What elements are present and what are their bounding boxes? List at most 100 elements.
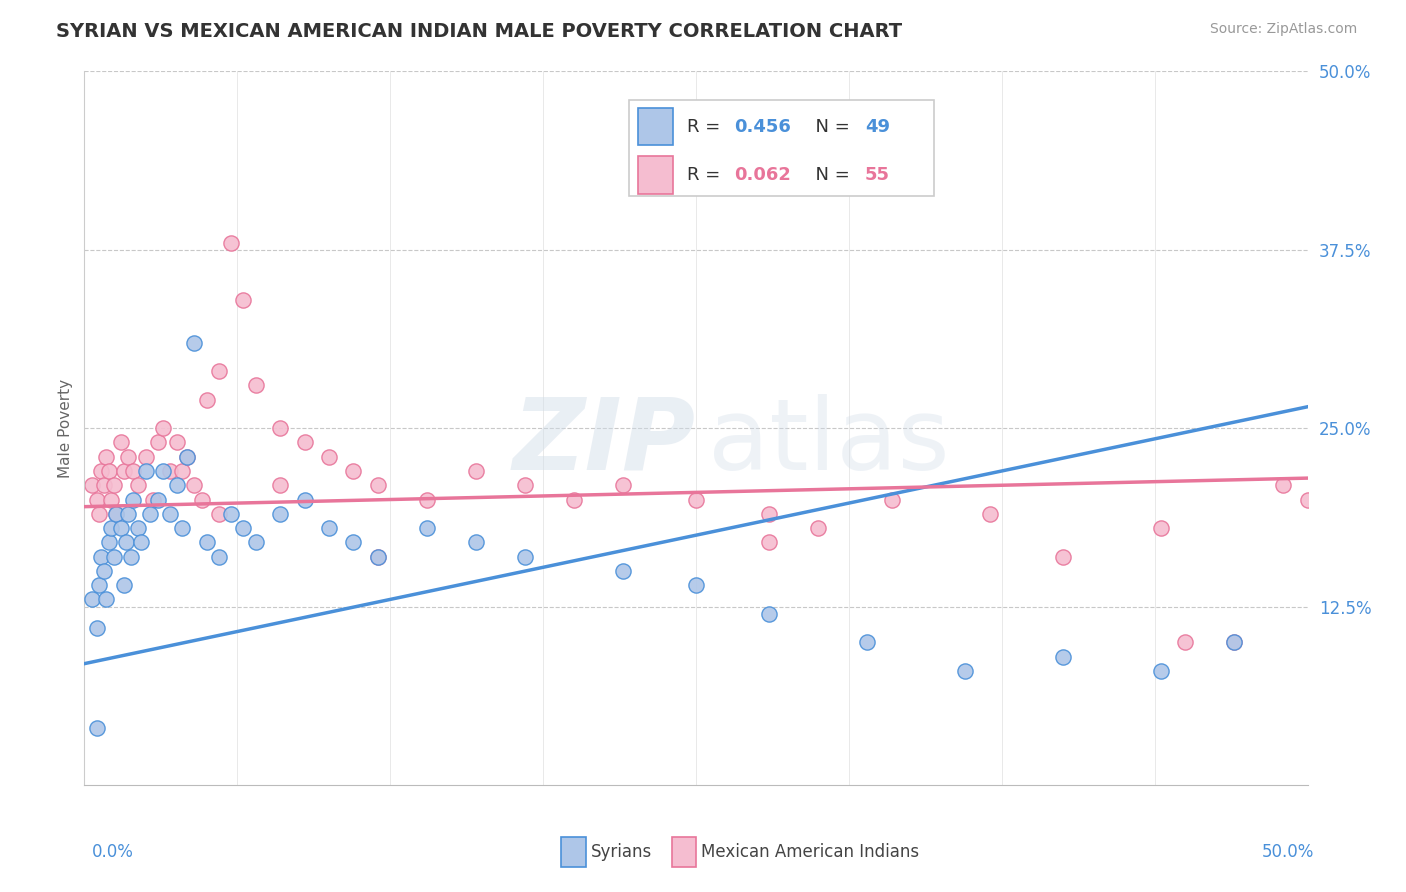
FancyBboxPatch shape xyxy=(628,100,935,196)
Text: N =: N = xyxy=(804,118,855,136)
Point xyxy=(142,492,165,507)
Point xyxy=(953,664,976,678)
Point xyxy=(86,721,108,735)
Point xyxy=(208,364,231,378)
Point xyxy=(166,435,188,450)
Point xyxy=(219,235,242,250)
Point xyxy=(245,535,267,549)
Text: R =: R = xyxy=(688,166,727,184)
Point xyxy=(105,507,128,521)
Text: 0.0%: 0.0% xyxy=(91,843,134,861)
Point xyxy=(807,521,830,535)
Point xyxy=(195,535,218,549)
Point xyxy=(159,507,181,521)
Point xyxy=(80,592,103,607)
Point xyxy=(139,507,162,521)
Point xyxy=(159,464,181,478)
Point xyxy=(513,549,536,564)
Point xyxy=(96,592,118,607)
Point xyxy=(269,507,291,521)
Point xyxy=(152,421,174,435)
Point xyxy=(146,492,169,507)
Point xyxy=(318,450,340,464)
Point xyxy=(245,378,267,392)
Point xyxy=(856,635,879,649)
Point xyxy=(172,521,194,535)
Text: 0.062: 0.062 xyxy=(734,166,790,184)
Point xyxy=(176,450,198,464)
Point xyxy=(1150,664,1173,678)
Point xyxy=(105,507,128,521)
Point xyxy=(562,492,585,507)
Point xyxy=(183,335,205,350)
Text: SYRIAN VS MEXICAN AMERICAN INDIAN MALE POVERTY CORRELATION CHART: SYRIAN VS MEXICAN AMERICAN INDIAN MALE P… xyxy=(56,22,903,41)
Point xyxy=(685,492,707,507)
Text: 55: 55 xyxy=(865,166,890,184)
Text: 49: 49 xyxy=(865,118,890,136)
Point xyxy=(1150,521,1173,535)
Point xyxy=(367,478,389,492)
Point xyxy=(166,478,188,492)
Point xyxy=(117,507,139,521)
Text: 50.0%: 50.0% xyxy=(1263,843,1315,861)
Point xyxy=(342,464,364,478)
Point xyxy=(232,521,254,535)
Point xyxy=(979,507,1001,521)
Point xyxy=(112,464,135,478)
Point xyxy=(115,535,138,549)
Point xyxy=(103,478,125,492)
Point xyxy=(172,464,194,478)
Point xyxy=(1052,549,1074,564)
Point xyxy=(152,464,174,478)
Point xyxy=(758,535,780,549)
FancyBboxPatch shape xyxy=(638,156,672,194)
Point xyxy=(135,450,157,464)
Point xyxy=(1223,635,1246,649)
Point xyxy=(93,564,115,578)
Point xyxy=(232,293,254,307)
Point xyxy=(208,507,231,521)
Point xyxy=(342,535,364,549)
FancyBboxPatch shape xyxy=(672,837,696,867)
Point xyxy=(464,535,486,549)
Point xyxy=(87,507,110,521)
Point xyxy=(90,464,112,478)
Point xyxy=(758,507,780,521)
Point xyxy=(195,392,218,407)
Point xyxy=(96,450,118,464)
Point xyxy=(112,578,135,592)
Text: R =: R = xyxy=(688,118,727,136)
Point xyxy=(416,492,439,507)
Point xyxy=(110,435,132,450)
Point xyxy=(1223,635,1246,649)
Point xyxy=(1272,478,1295,492)
Point xyxy=(269,421,291,435)
Point xyxy=(100,521,122,535)
Point xyxy=(176,450,198,464)
Point xyxy=(86,492,108,507)
Point xyxy=(97,464,120,478)
Point xyxy=(100,492,122,507)
Text: Syrians: Syrians xyxy=(591,843,652,861)
Point xyxy=(367,549,389,564)
Point xyxy=(294,435,316,450)
Point xyxy=(90,549,112,564)
Point xyxy=(294,492,316,507)
Point xyxy=(1174,635,1197,649)
Point xyxy=(318,521,340,535)
Text: N =: N = xyxy=(804,166,855,184)
Text: Mexican American Indians: Mexican American Indians xyxy=(700,843,920,861)
Text: 0.456: 0.456 xyxy=(734,118,790,136)
Point xyxy=(208,549,231,564)
Point xyxy=(86,621,108,635)
Point xyxy=(120,549,142,564)
Point xyxy=(122,492,145,507)
Point xyxy=(117,450,139,464)
Text: Source: ZipAtlas.com: Source: ZipAtlas.com xyxy=(1209,22,1357,37)
Point xyxy=(269,478,291,492)
Text: ZIP: ZIP xyxy=(513,394,696,491)
Point xyxy=(135,464,157,478)
Text: atlas: atlas xyxy=(709,394,950,491)
FancyBboxPatch shape xyxy=(638,108,672,145)
Point xyxy=(146,435,169,450)
